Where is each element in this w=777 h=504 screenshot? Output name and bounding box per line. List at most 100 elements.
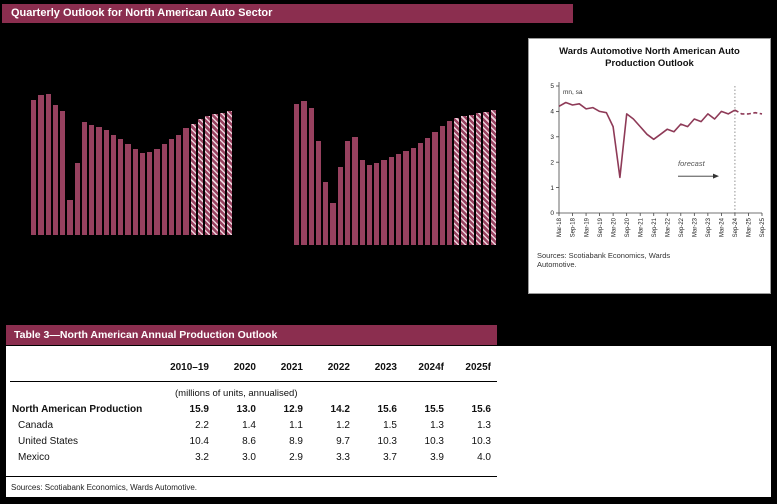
bar-chart-left bbox=[31, 78, 232, 235]
row-label: North American Production bbox=[12, 403, 143, 415]
bar bbox=[352, 136, 358, 245]
table-title: Table 3—North American Annual Production… bbox=[14, 329, 278, 341]
bar bbox=[395, 153, 402, 245]
bar bbox=[103, 129, 109, 235]
bar bbox=[308, 108, 314, 245]
bar bbox=[425, 138, 431, 245]
forecast-bar bbox=[226, 110, 232, 235]
production-table-panel: 2010–19 2020 2021 2022 2023 2024f 2025f (millio… bbox=[6, 346, 771, 497]
bar bbox=[161, 143, 167, 235]
x-tick-label: Mar-19 bbox=[584, 217, 590, 237]
x-tick-label: Sep-25 bbox=[760, 217, 766, 237]
table-value: 10.3 bbox=[471, 435, 491, 447]
column-header: 2010–19 bbox=[170, 361, 209, 373]
forecast-bar bbox=[468, 114, 475, 245]
table-value: 15.6 bbox=[471, 403, 491, 415]
bar bbox=[52, 104, 58, 235]
forecast-arrow-head bbox=[713, 173, 719, 179]
table-value: 2.9 bbox=[289, 451, 303, 463]
bar bbox=[446, 120, 453, 245]
table-row: Canada 2.2 1.4 1.1 1.2 1.5 1.3 1.3 bbox=[10, 417, 497, 433]
bar bbox=[337, 166, 343, 245]
column-header: 2022 bbox=[327, 361, 350, 373]
table-value: 4.0 bbox=[477, 451, 491, 463]
bar bbox=[125, 143, 131, 235]
x-tick-label: Mar-23 bbox=[693, 217, 699, 237]
unit-note-row: (millions of units, annualised) bbox=[10, 385, 497, 401]
forecast-bar bbox=[205, 115, 211, 235]
x-tick-label: Mar-18 bbox=[557, 217, 563, 237]
table-value: 3.7 bbox=[383, 451, 397, 463]
table-row: United States 10.4 8.6 8.9 9.7 10.3 10.3 10.3 bbox=[10, 433, 497, 449]
table-value: 1.3 bbox=[430, 419, 444, 431]
table-row: North American Production 15.9 13.0 12.9 14.… bbox=[10, 401, 497, 417]
bar bbox=[359, 160, 365, 245]
x-tick-label: Sep-22 bbox=[679, 217, 685, 237]
y-tick-label: 1 bbox=[550, 184, 554, 191]
bar bbox=[439, 125, 445, 245]
forecast-annotation: forecast bbox=[678, 159, 706, 168]
x-tick-label: Sep-20 bbox=[625, 217, 631, 237]
column-header: 2023 bbox=[374, 361, 397, 373]
x-tick-label: Sep-19 bbox=[598, 217, 604, 237]
table-value: 3.2 bbox=[195, 451, 209, 463]
forecast-bar bbox=[490, 109, 496, 245]
table-sources: Sources: Scotiabank Economics, Wards Aut… bbox=[11, 483, 198, 492]
production-forecast-line bbox=[734, 109, 763, 115]
y-tick-label: 3 bbox=[550, 134, 554, 141]
forecast-bar bbox=[212, 114, 218, 235]
bar bbox=[366, 164, 373, 245]
forecast-bar bbox=[461, 116, 467, 245]
bar bbox=[403, 150, 409, 245]
bar bbox=[183, 128, 189, 235]
bar bbox=[432, 131, 438, 245]
forecast-bar bbox=[219, 112, 225, 235]
table-value: 12.9 bbox=[283, 403, 303, 415]
row-label: United States bbox=[18, 435, 79, 447]
report-title: Quarterly Outlook for North American Aut… bbox=[11, 7, 273, 19]
bar bbox=[374, 163, 380, 245]
x-tick-label: Mar-22 bbox=[665, 217, 671, 237]
bar bbox=[110, 134, 116, 235]
bar bbox=[381, 160, 387, 245]
x-tick-label: Sep-21 bbox=[652, 217, 658, 237]
x-tick-label: Mar-24 bbox=[720, 217, 726, 237]
line-chart: 0 1 2 3 4 5 Mar-18 Sep-18 Mar-19 Sep-19 Mar-20 Sep-… bbox=[550, 81, 766, 237]
bar bbox=[38, 95, 44, 235]
bar bbox=[81, 121, 87, 235]
table-value: 10.3 bbox=[424, 435, 444, 447]
column-header: 2021 bbox=[280, 361, 303, 373]
table-value: 3.9 bbox=[430, 451, 444, 463]
column-header: 2024f bbox=[418, 361, 444, 373]
forecast-bar bbox=[190, 123, 196, 235]
table-value: 10.4 bbox=[189, 435, 209, 447]
bar bbox=[388, 157, 394, 245]
table-value: 1.4 bbox=[242, 419, 256, 431]
bar bbox=[168, 139, 174, 235]
table-row: Mexico 3.2 3.0 2.9 3.3 3.7 3.9 4.0 bbox=[10, 449, 497, 465]
table-value: 2.2 bbox=[195, 419, 209, 431]
bar bbox=[315, 141, 322, 245]
forecast-bar bbox=[476, 113, 482, 245]
bar bbox=[139, 153, 145, 235]
bar bbox=[323, 182, 329, 245]
bar bbox=[118, 139, 124, 235]
y-tick-label: 0 bbox=[550, 210, 554, 217]
bar bbox=[330, 202, 336, 245]
table-value: 1.1 bbox=[289, 419, 303, 431]
x-tick-label: Sep-24 bbox=[733, 217, 739, 237]
table-value: 3.3 bbox=[336, 451, 350, 463]
production-table: 2010–19 2020 2021 2022 2023 2024f 2025f (millio… bbox=[10, 358, 497, 465]
table-value: 3.0 bbox=[242, 451, 256, 463]
table-value: 9.7 bbox=[336, 435, 350, 447]
bar bbox=[294, 103, 300, 245]
bar bbox=[67, 200, 73, 235]
bar bbox=[301, 100, 307, 245]
bar bbox=[45, 93, 51, 235]
forecast-bar bbox=[197, 118, 203, 235]
y-tick-label: 4 bbox=[550, 108, 554, 115]
table-value: 8.6 bbox=[242, 435, 256, 447]
forecast-bar bbox=[483, 111, 489, 245]
bar bbox=[147, 151, 153, 235]
